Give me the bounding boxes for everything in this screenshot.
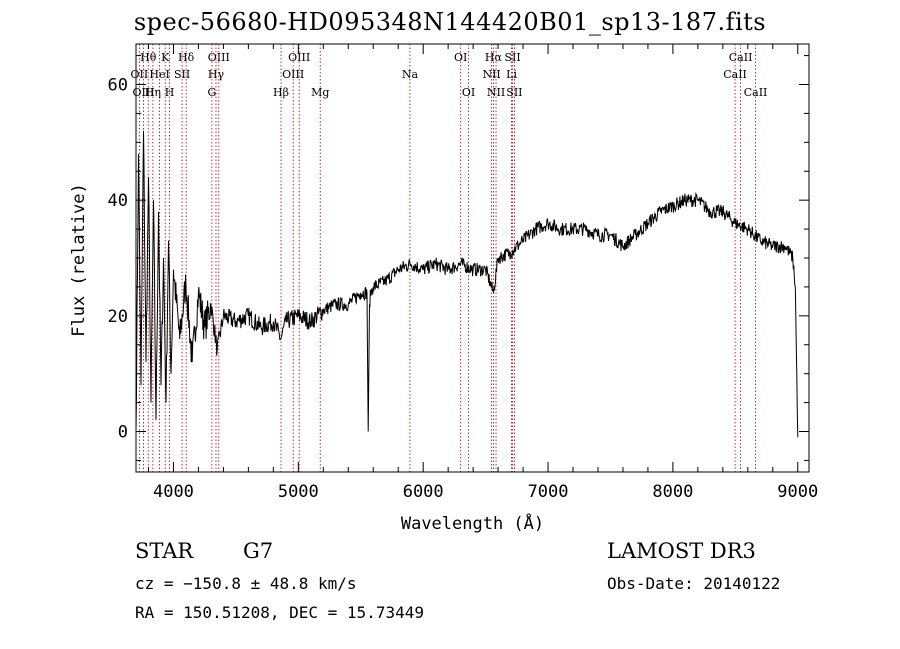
marker-label-17: OI [454,51,467,64]
marker-label-18: OI [462,86,475,99]
marker-label-14: OIII [282,68,304,81]
x-axis-label: Wavelength (Å) [401,512,544,534]
marker-label-21: NII [487,86,505,99]
marker-label-25: CaII [729,51,753,64]
spectrum-line [135,130,799,438]
marker-label-6: H [165,86,175,99]
y-tick-label-3: 60 [108,75,128,95]
chart-title: spec-56680-HD095348N144420B01_sp13-187.f… [133,8,767,36]
x-tick-label-4: 8000 [652,482,693,502]
marker-label-10: Hγ [208,68,225,81]
marker-label-4: K [161,51,170,64]
survey-name: LAMOST DR3 [607,539,756,563]
marker-label-19: Hα [485,51,503,64]
redshift-cz: cz = −150.8 ± 48.8 km/s [135,574,357,593]
marker-label-7: SII [174,68,190,81]
marker-label-9: OIII [208,51,230,64]
x-tick-label-0: 4000 [153,482,194,502]
marker-label-27: CaII [744,86,768,99]
marker-label-24: SII [506,86,522,99]
marker-label-13: OIII [288,51,310,64]
marker-label-2: OIII [132,86,154,99]
x-tick-label-1: 5000 [278,482,319,502]
obs-date: Obs-Date: 20140122 [607,574,781,593]
y-tick-label-0: 0 [118,423,128,443]
object-subclass: G7 [243,539,274,563]
x-tick-label-2: 6000 [403,482,444,502]
marker-label-15: Mg [311,86,329,99]
marker-label-20: NII [482,68,500,81]
marker-label-8: Hδ [178,51,195,64]
marker-label-0: Hθ [140,51,157,64]
x-tick-label-3: 7000 [528,482,569,502]
marker-label-12: Hβ [273,86,289,99]
y-axis-label: Flux (relative) [69,183,89,337]
x-tick-label-5: 9000 [777,482,818,502]
plot-frame [135,43,810,473]
marker-label-26: CaII [723,68,747,81]
marker-label-23: Li [506,68,517,81]
marker-label-22: SII [505,51,521,64]
coordinates: RA = 150.51208, DEC = 15.73449 [135,603,424,622]
marker-label-5: HeI [149,68,169,81]
y-tick-label-2: 40 [108,191,128,211]
marker-label-3: Hη [145,86,161,99]
marker-label-16: Na [402,68,419,81]
object-class: STAR [135,539,194,563]
marker-label-1: OII [131,68,149,81]
marker-label-11: G [208,86,217,99]
y-tick-label-1: 20 [108,307,128,327]
